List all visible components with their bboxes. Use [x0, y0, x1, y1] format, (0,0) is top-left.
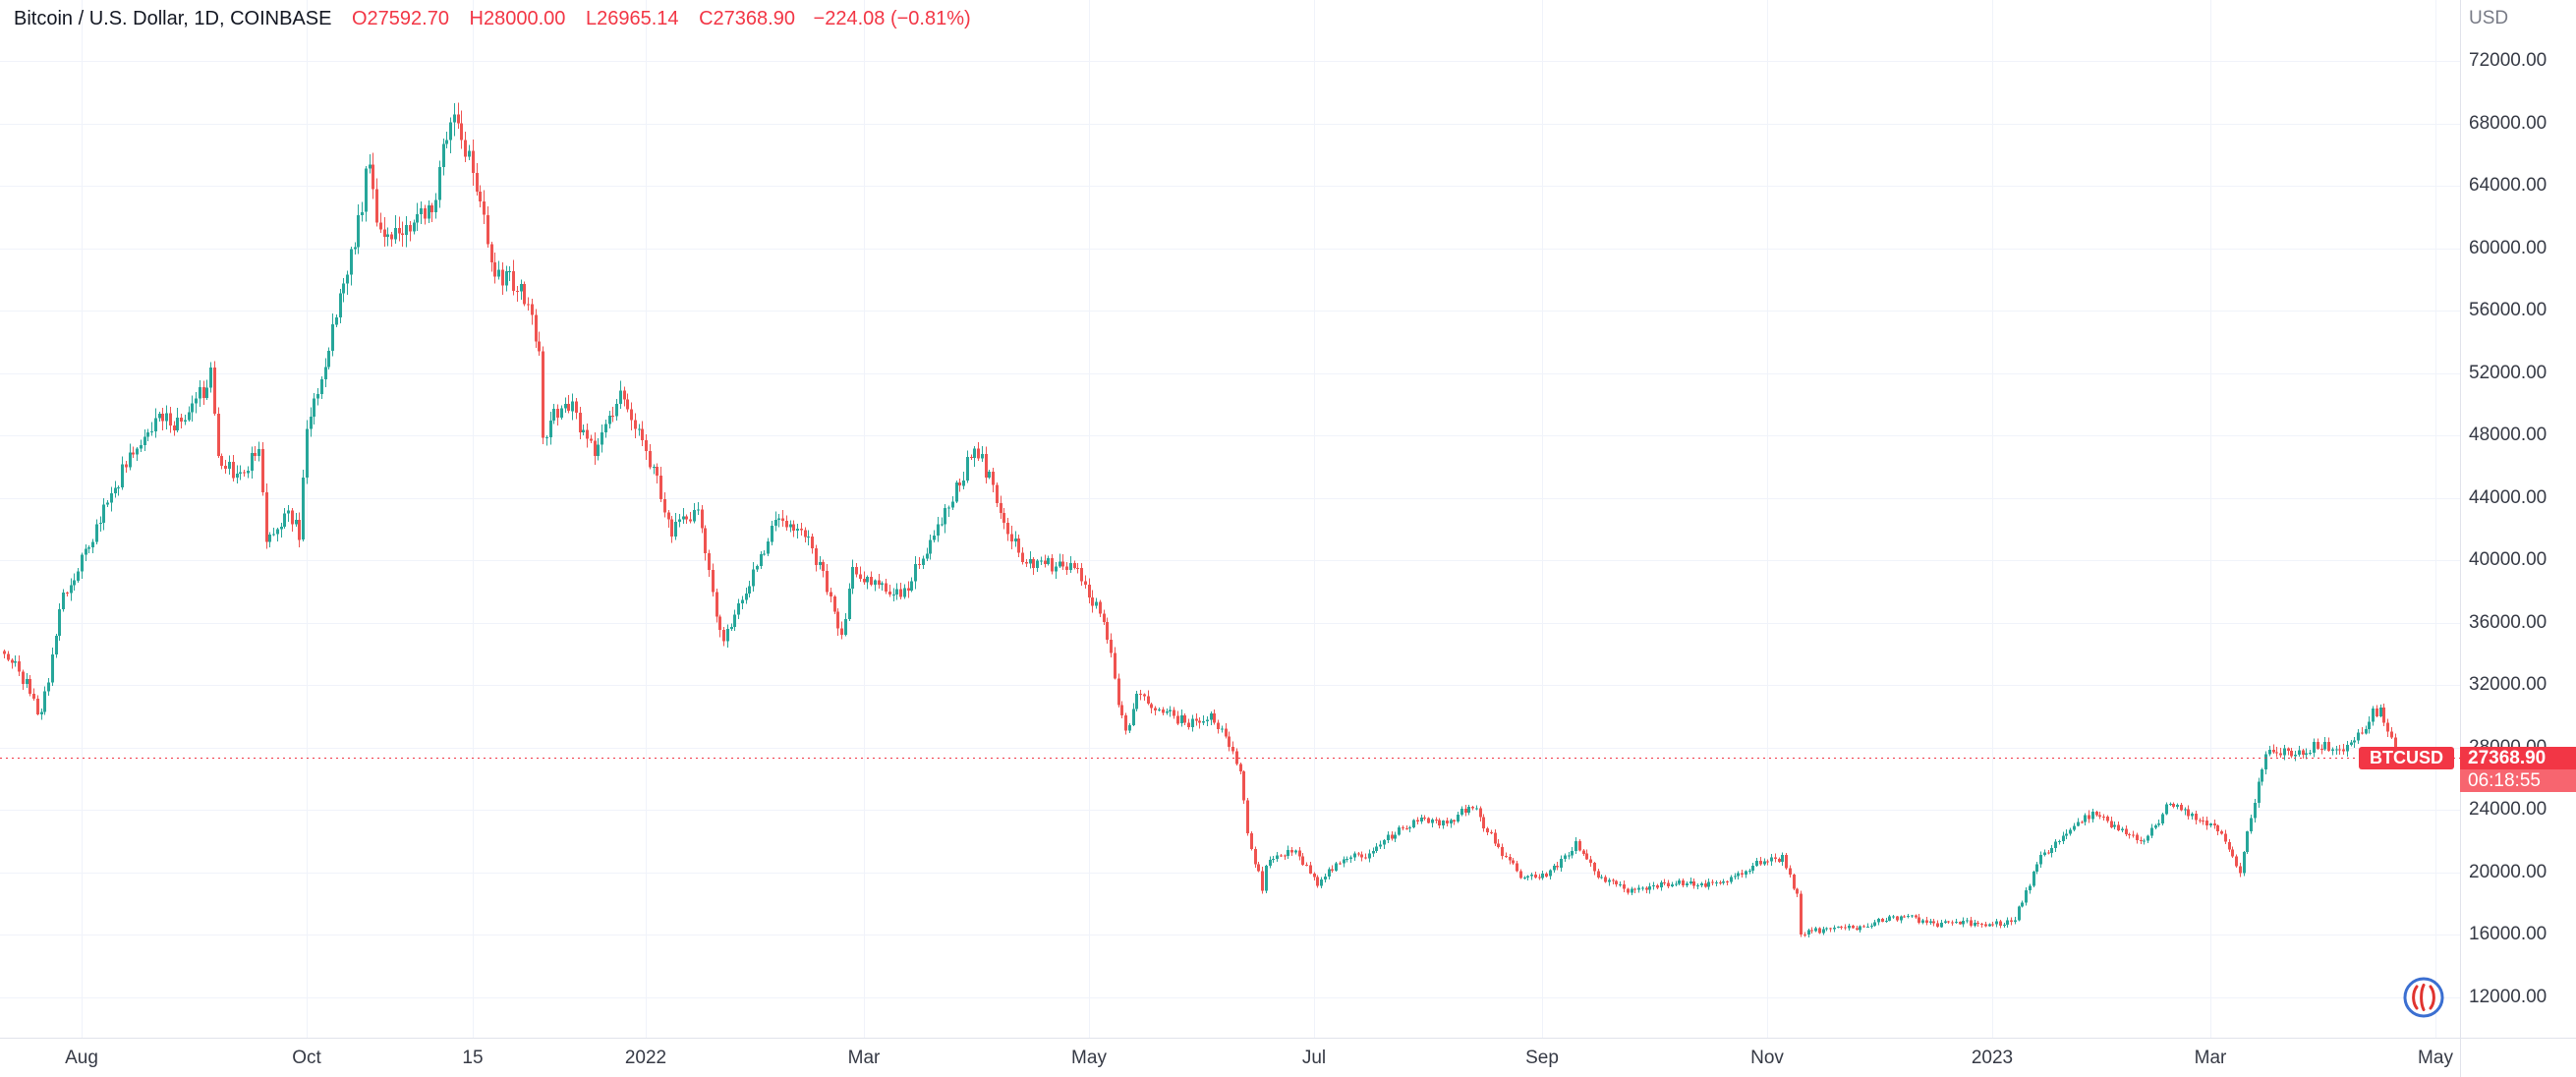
price-tick-label: 36000.00	[2469, 612, 2547, 633]
time-tick-label: Jul	[1301, 1048, 1327, 1068]
time-tick-label: May	[1071, 1048, 1107, 1068]
time-tick-label: Aug	[65, 1048, 98, 1068]
last-price-value: 27368.90	[2460, 746, 2576, 769]
price-tick-label: 20000.00	[2469, 862, 2547, 882]
symbol-title[interactable]: Bitcoin / U.S. Dollar, 1D, COINBASE	[14, 8, 332, 29]
price-tick-label: 16000.00	[2469, 924, 2547, 944]
time-tick-label: Mar	[847, 1048, 881, 1068]
price-tick-label: 64000.00	[2469, 175, 2547, 196]
time-tick-label: 2022	[624, 1048, 667, 1068]
price-tick-label: 24000.00	[2469, 799, 2547, 820]
time-tick-label: Nov	[1750, 1048, 1784, 1068]
candlestick-chart-area[interactable]	[0, 0, 2460, 1038]
price-tick-label: 60000.00	[2469, 238, 2547, 258]
time-tick-label: Sep	[1525, 1048, 1559, 1068]
price-tick-label: 72000.00	[2469, 50, 2547, 71]
axis-corner	[2460, 1038, 2576, 1077]
globe-logo-icon	[2403, 977, 2444, 1018]
candlestick-plot	[0, 0, 2460, 1038]
ohlc-low: L26965.14	[585, 8, 679, 29]
ohlc-close: C27368.90	[699, 8, 795, 29]
time-axis[interactable]: Aug Oct 15 2022 Mar May Jul Sep Nov 2023 Mar May	[0, 1038, 2460, 1077]
symbol-price-tag: BTCUSD	[2359, 746, 2454, 769]
currency-label: USD	[2469, 8, 2509, 28]
last-price-badge: 27368.90 06:18:55	[2460, 746, 2576, 792]
price-tick-label: 56000.00	[2469, 300, 2547, 320]
time-tick-label: 15	[462, 1048, 484, 1068]
ohlc-high: H28000.00	[469, 8, 566, 29]
price-tick-label: 12000.00	[2469, 987, 2547, 1007]
time-tick-label: Mar	[2194, 1048, 2227, 1068]
time-tick-label: Oct	[292, 1048, 321, 1068]
bar-close-countdown: 06:18:55	[2460, 768, 2576, 792]
time-tick-label: May	[2418, 1048, 2453, 1068]
time-tick-label: 2023	[1971, 1048, 2014, 1068]
price-tick-label: 68000.00	[2469, 113, 2547, 134]
price-axis[interactable]: USD 72000.00 68000.00 64000.00 60000.00 5600…	[2460, 0, 2576, 1038]
price-tick-label: 48000.00	[2469, 425, 2547, 445]
price-tick-label: 32000.00	[2469, 674, 2547, 695]
price-tick-label: 44000.00	[2469, 487, 2547, 508]
chart-legend: Bitcoin / U.S. Dollar, 1D, COINBASE O275…	[14, 8, 971, 30]
price-change: −224.08 (−0.81%)	[813, 8, 971, 29]
ohlc-open: O27592.70	[352, 8, 449, 29]
price-tick-label: 52000.00	[2469, 363, 2547, 383]
price-tick-label: 40000.00	[2469, 549, 2547, 570]
data-provider-logo[interactable]	[2402, 976, 2445, 1019]
